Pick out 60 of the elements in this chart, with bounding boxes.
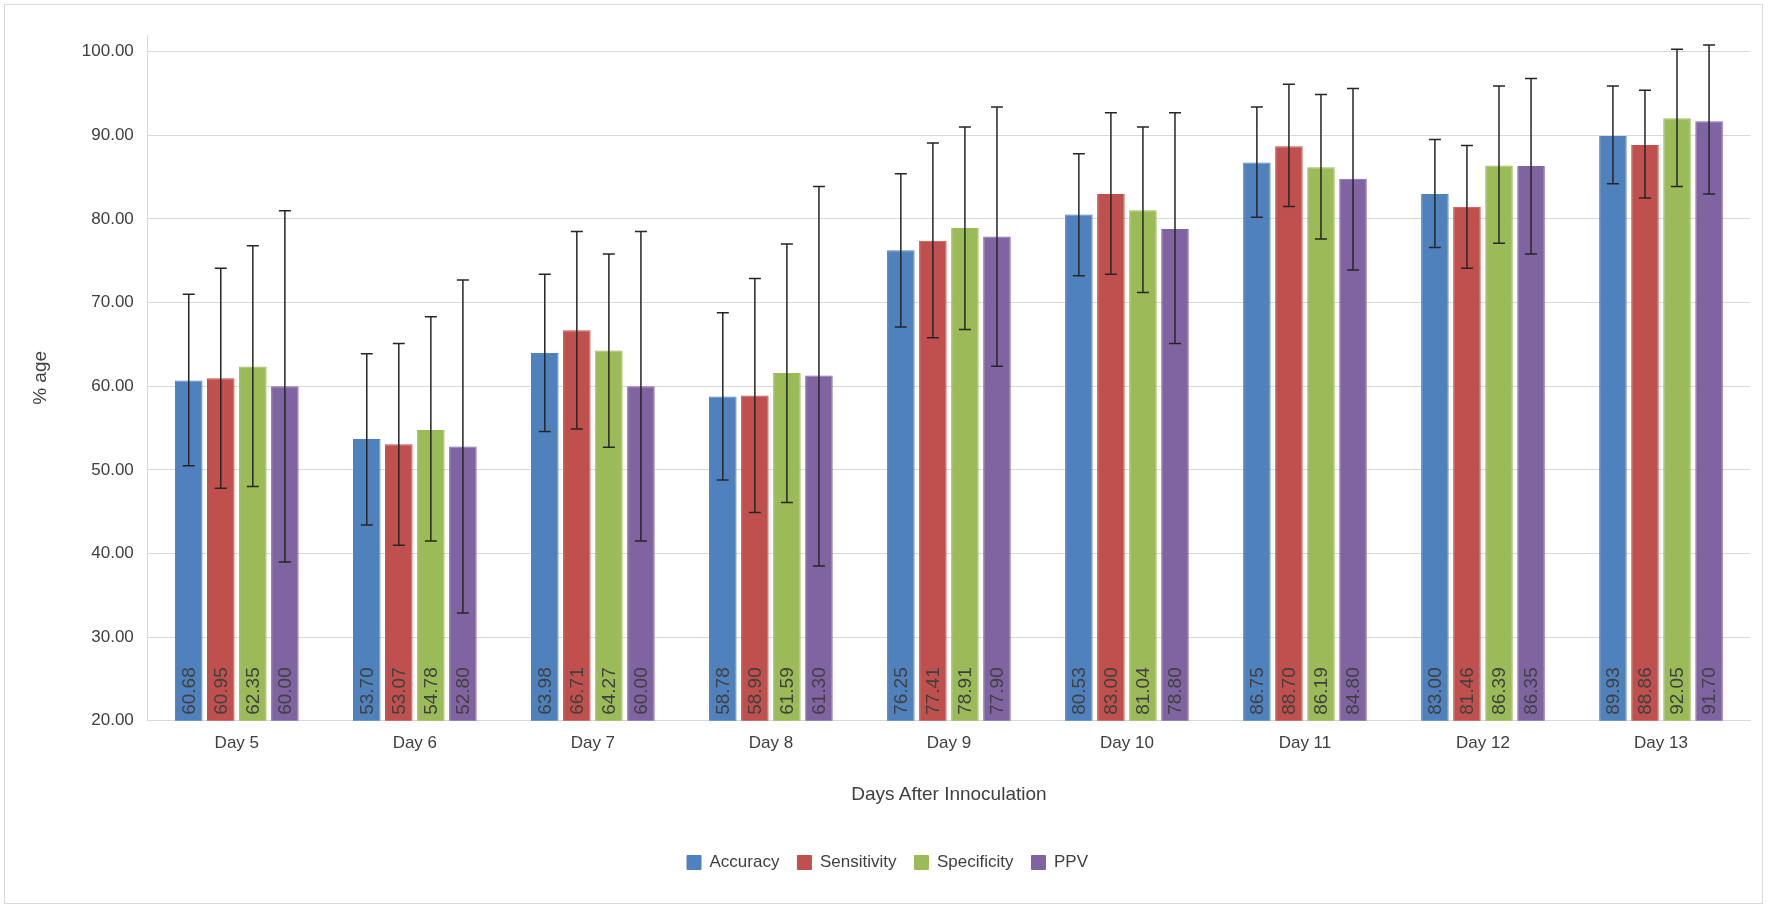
data-label: 60.95 [210, 667, 232, 715]
data-label: 52.80 [452, 667, 474, 715]
y-tick-label: 80.00 [91, 208, 134, 228]
data-label: 66.71 [566, 667, 588, 715]
y-tick-label: 30.00 [91, 626, 134, 646]
x-tick-label: Day 6 [392, 732, 438, 752]
data-label: 83.00 [1424, 667, 1446, 715]
y-tick-label: 90.00 [91, 125, 134, 145]
data-label: 58.90 [744, 667, 766, 715]
data-label: 86.19 [1310, 667, 1332, 715]
y-tick-label: 60.00 [91, 375, 134, 395]
y-tick-label: 20.00 [91, 710, 134, 730]
legend-label: Accuracy [709, 852, 780, 872]
x-tick-label: Day 7 [570, 732, 616, 752]
data-label: 81.04 [1132, 666, 1154, 715]
x-tick-label: Day 13 [1634, 732, 1688, 752]
data-label: 81.46 [1456, 667, 1478, 715]
data-label: 62.35 [242, 667, 264, 715]
data-label: 63.98 [534, 667, 556, 715]
legend-label: PPV [1053, 852, 1089, 872]
data-label: 54.78 [420, 667, 442, 715]
x-tick-label: Day 9 [926, 732, 972, 752]
data-label: 53.70 [356, 667, 377, 715]
x-tick-label: Day 5 [214, 732, 260, 752]
legend-label: Sensitivity [819, 852, 897, 872]
data-label: 78.80 [1164, 667, 1186, 715]
y-tick-label: 50.00 [91, 459, 134, 479]
y-axis-title: % age [28, 350, 50, 405]
data-label: 92.05 [1666, 667, 1688, 715]
data-label: 60.00 [630, 667, 652, 715]
data-label: 60.68 [177, 667, 199, 715]
data-label: 88.86 [1634, 667, 1656, 715]
data-label: 77.90 [986, 667, 1008, 715]
data-label: 86.39 [1488, 667, 1510, 715]
y-tick-label: 100.00 [81, 41, 134, 61]
data-label: 53.07 [388, 667, 410, 715]
data-label: 86.75 [1246, 667, 1268, 715]
legend-label: Specificity [936, 852, 1014, 872]
data-label: 83.00 [1100, 667, 1122, 715]
data-label: 64.27 [598, 667, 620, 715]
data-label: 61.30 [808, 667, 830, 715]
data-label: 86.35 [1520, 667, 1542, 715]
data-label: 58.78 [712, 667, 734, 715]
x-tick-label: Day 11 [1278, 732, 1332, 752]
data-label: 77.41 [922, 667, 944, 715]
data-label: 89.93 [1602, 667, 1624, 715]
y-tick-label: 70.00 [91, 292, 134, 312]
data-label: 88.70 [1278, 667, 1300, 715]
data-label: 76.25 [890, 667, 912, 715]
data-label: 60.00 [274, 667, 296, 715]
data-label: 84.80 [1342, 667, 1364, 715]
data-label: 78.91 [954, 667, 976, 715]
x-axis-title: Days After Innoculation [851, 782, 1047, 804]
data-label: 80.53 [1068, 667, 1090, 715]
x-tick-label: Day 12 [1456, 732, 1510, 752]
x-tick-label: Day 10 [1099, 732, 1154, 752]
x-tick-label: Day 8 [748, 732, 794, 752]
data-label: 91.70 [1698, 667, 1720, 715]
data-label: 61.59 [776, 667, 798, 715]
y-tick-label: 40.00 [91, 543, 134, 563]
